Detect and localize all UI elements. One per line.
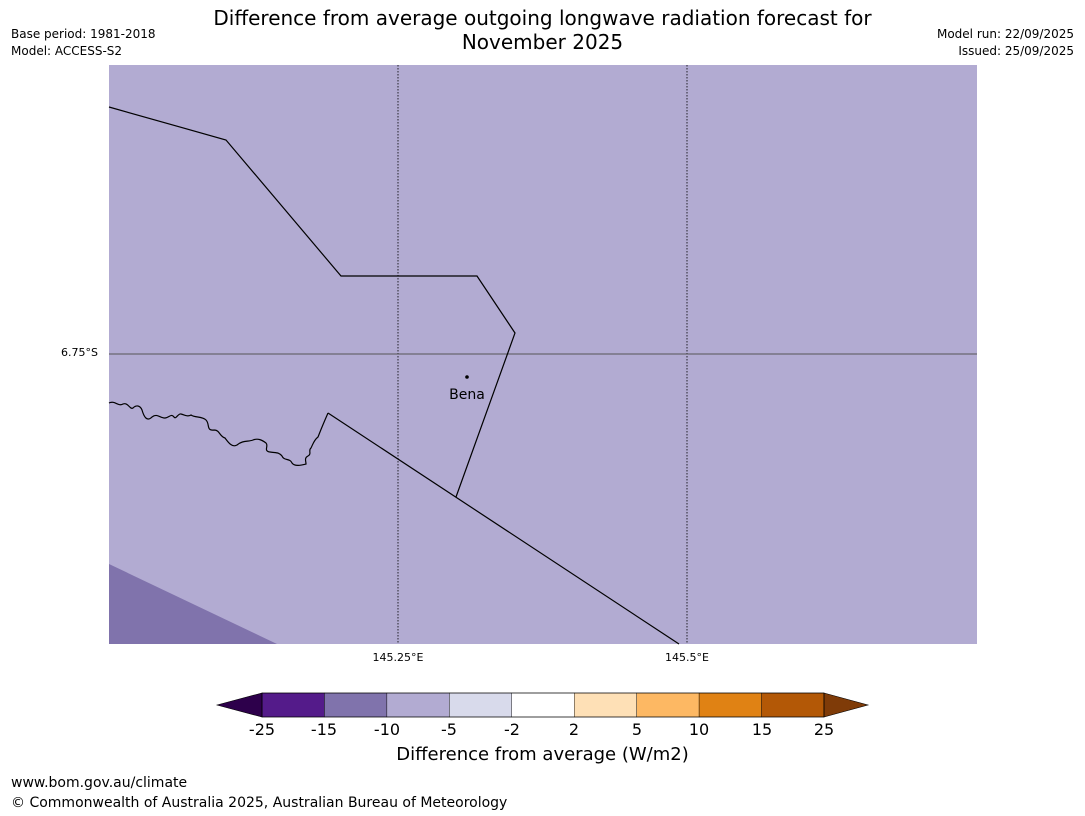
colorbar-tick: 15 [751, 720, 773, 739]
colorbar-extend-low [215, 692, 263, 718]
colorbar-cell [386, 692, 450, 718]
province-boundary-south [327, 412, 680, 645]
colorbar-tick: -15 [310, 720, 338, 739]
colorbar [215, 692, 870, 718]
map-title: Difference from average outgoing longwav… [180, 6, 905, 54]
anomaly-zone-low [109, 564, 277, 644]
coastline [108, 401, 329, 466]
title-line-2: November 2025 [461, 30, 624, 54]
colorbar-tick: 25 [813, 720, 835, 739]
place-label-bena: Bena [449, 387, 485, 403]
colorbar-tick: -25 [248, 720, 276, 739]
province-boundary [108, 106, 516, 498]
colorbar-extend-high [823, 692, 870, 718]
latitude-label: 6.75°S [61, 346, 98, 359]
run-info: Model run: 22/09/2025 Issued: 25/09/2025 [937, 26, 1074, 60]
colorbar-cell [636, 692, 700, 718]
map-panel [108, 65, 977, 645]
bena-marker [465, 375, 469, 379]
colorbar-cell [261, 692, 325, 718]
colorbar-cell [449, 692, 512, 718]
colorbar-tick: -5 [441, 720, 457, 739]
colorbar-cell [511, 692, 575, 718]
colorbar-cell [761, 692, 825, 718]
colorbar-cell [574, 692, 637, 718]
colorbar-frame [261, 692, 825, 718]
longitude-label-145-25: 145.25°E [372, 651, 424, 664]
base-period-info: Base period: 1981-2018 Model: ACCESS-S2 [11, 26, 156, 60]
footer-url[interactable]: www.bom.gov.au/climate [11, 775, 188, 791]
colorbar-tick: 2 [568, 720, 580, 739]
colorbar-tick: -2 [504, 720, 520, 739]
colorbar-cell [698, 692, 762, 718]
longitude-label-145-5: 145.5°E [665, 651, 709, 664]
base-period-text: Base period: 1981-2018 [11, 27, 156, 41]
colorbar-tick: -10 [373, 720, 401, 739]
issued-text: Issued: 25/09/2025 [958, 44, 1074, 58]
model-text: Model: ACCESS-S2 [11, 44, 123, 58]
colorbar-tick: 5 [631, 720, 643, 739]
title-line-1: Difference from average outgoing longwav… [213, 6, 872, 30]
footer-copyright: © Commonwealth of Australia 2025, Austra… [11, 795, 508, 811]
model-run-text: Model run: 22/09/2025 [936, 27, 1074, 41]
colorbar-tick: 10 [688, 720, 710, 739]
colorbar-label: Difference from average (W/m2) [396, 744, 689, 765]
colorbar-cell [324, 692, 388, 718]
